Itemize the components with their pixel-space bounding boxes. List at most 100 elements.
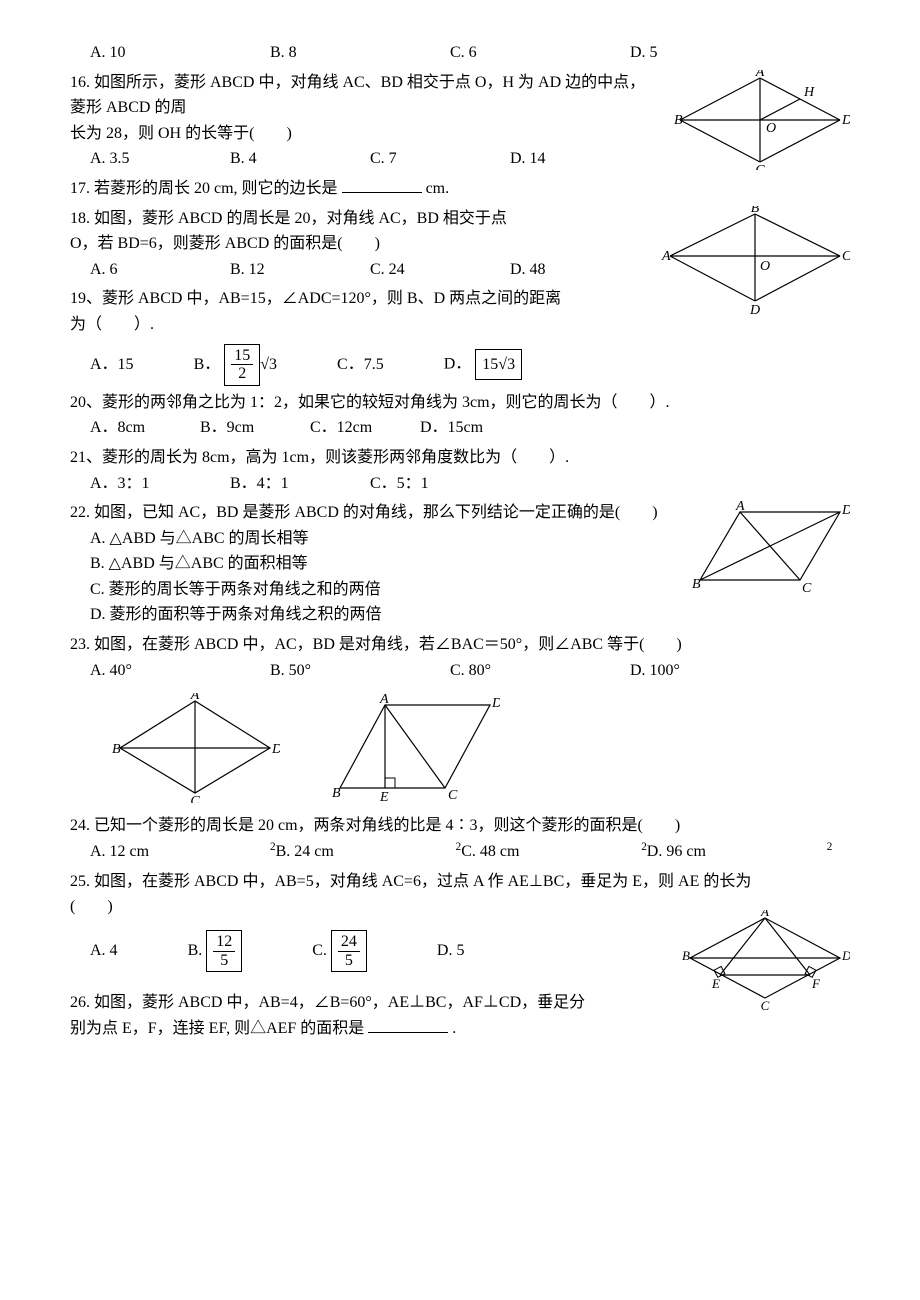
svg-text:D: D	[271, 742, 280, 757]
svg-text:C: C	[755, 163, 765, 170]
option-d: D. 5	[630, 40, 810, 66]
figure-q23-right: A D B E C	[330, 693, 500, 803]
option-a: A. 4	[90, 938, 118, 964]
question-18: B A D C O 18. 如图，菱形 ABCD 的周长是 20，对角线 AC，…	[70, 206, 850, 283]
option-a: A．15	[90, 352, 134, 378]
math-box: 152	[224, 344, 260, 386]
option-b: B. 12	[230, 257, 370, 283]
figure-q16-rhombus: A B C D O H	[670, 70, 850, 170]
svg-text:F: F	[811, 976, 821, 991]
q17-text2: cm.	[426, 180, 450, 197]
opt-d-prefix: D．	[444, 355, 472, 372]
options-row: A. 4 B. 125 C. 245 D. 5	[90, 930, 670, 972]
svg-text:E: E	[711, 976, 720, 991]
option-a: A. 3.5	[90, 146, 230, 172]
svg-text:C: C	[802, 581, 812, 595]
question-21: 21、菱形的周长为 8cm，高为 1cm，则该菱形两邻角度数比为（ ）. A．3…	[70, 445, 850, 496]
frac-den: 2	[231, 365, 253, 383]
svg-text:A: A	[755, 70, 765, 80]
option-b: B． 152 √3	[194, 344, 277, 386]
frac-num: 24	[338, 933, 360, 952]
frac-num: 12	[213, 933, 235, 952]
option-a: A. 40°	[90, 658, 270, 684]
svg-text:B: B	[751, 206, 760, 216]
option-a: A. 12 cm2	[90, 839, 276, 865]
svg-text:C: C	[842, 249, 850, 264]
option-d: D. 96 cm2	[647, 839, 833, 865]
option-c: C. 7	[370, 146, 510, 172]
option-d: D. 48	[510, 257, 650, 283]
svg-text:D: D	[491, 696, 500, 711]
svg-text:A: A	[379, 693, 389, 707]
option-b: B. 24 cm2	[276, 839, 462, 865]
figure-q22-rhombus: A D B C	[690, 500, 850, 595]
question-20: 20、菱形的两邻角之比为 1：2，如果它的较短对角线为 3cm，则它的周长为（ …	[70, 390, 850, 441]
svg-text:E: E	[379, 790, 389, 803]
option-a: A. 10	[90, 40, 270, 66]
option-a: A. 6	[90, 257, 230, 283]
option-b: B．9cm	[200, 415, 310, 441]
math-box: 245	[331, 930, 367, 972]
blank-fill	[368, 1016, 448, 1033]
option-c: C．12cm	[310, 415, 420, 441]
option-b: B. 4	[230, 146, 370, 172]
svg-text:A: A	[661, 249, 671, 264]
math-box: 125	[206, 930, 242, 972]
options-row: A．15 B． 152 √3 C．7.5 D． 15√3	[90, 344, 850, 386]
option-a: A．8cm	[90, 415, 200, 441]
sup: 2	[827, 841, 833, 853]
options-row: A. 40° B. 50° C. 80° D. 100°	[90, 658, 850, 684]
option-c: C. 24	[370, 257, 510, 283]
question-25: 25. 如图，在菱形 ABCD 中，AB=5，对角线 AC=6，过点 A 作 A…	[70, 869, 850, 972]
option-d: D． 15√3	[444, 349, 522, 381]
options-row: A．8cm B．9cm C．12cm D．15cm	[90, 415, 850, 441]
options-row: A. 6 B. 12 C. 24 D. 48	[90, 257, 650, 283]
svg-text:B: B	[692, 577, 701, 592]
q23-text: 23. 如图，在菱形 ABCD 中，AC，BD 是对角线，若∠BAC＝50°，则…	[70, 632, 850, 658]
q17-text1: 17. 若菱形的周长 20 cm, 则它的边长是	[70, 180, 338, 197]
svg-text:A: A	[760, 910, 769, 919]
option-b: B. 8	[270, 40, 450, 66]
q26-line3: .	[452, 1020, 456, 1037]
option-a: A．3：1	[90, 471, 230, 497]
svg-text:D: D	[841, 503, 850, 518]
option-c: C. 6	[450, 40, 630, 66]
option-c: C. 48 cm2	[461, 839, 647, 865]
math-box: 15√3	[475, 349, 522, 381]
svg-text:O: O	[760, 259, 770, 274]
sqrt-text: √3	[260, 355, 277, 372]
q20-text: 20、菱形的两邻角之比为 1：2，如果它的较短对角线为 3cm，则它的周长为（ …	[70, 390, 850, 416]
option-c: C. 245	[312, 930, 367, 972]
option-b: B. 50°	[270, 658, 450, 684]
svg-text:B: B	[682, 948, 690, 963]
options-row: A. 3.5 B. 4 C. 7 D. 14	[90, 146, 660, 172]
svg-text:C: C	[190, 794, 200, 803]
q25-line1: 25. 如图，在菱形 ABCD 中，AB=5，对角线 AC=6，过点 A 作 A…	[70, 869, 850, 895]
opt-text: C. 48 cm	[461, 839, 641, 865]
opt-prefix: C.	[312, 942, 331, 959]
svg-text:O: O	[766, 121, 776, 136]
frac-den: 5	[338, 952, 360, 970]
question-pre-options: A. 10 B. 8 C. 6 D. 5	[70, 40, 850, 66]
question-16: A B C D O H 16. 如图所示，菱形 ABCD 中，对角线 AC、BD…	[70, 70, 850, 172]
question-22: A D B C 22. 如图，已知 AC，BD 是菱形 ABCD 的对角线，那么…	[70, 500, 850, 628]
option-b: B. 125	[188, 930, 243, 972]
option-d: D．15cm	[420, 415, 530, 441]
opt-text: D. 96 cm	[647, 839, 827, 865]
option-c: C．5：1	[370, 471, 510, 497]
options-row: A. 10 B. 8 C. 6 D. 5	[90, 40, 850, 66]
svg-text:B: B	[674, 113, 683, 128]
q19-line2: 为（ ）.	[70, 312, 850, 338]
figure-q23-left: A B C D	[110, 693, 280, 803]
svg-text:D: D	[841, 948, 850, 963]
opt-text: B. 24 cm	[276, 839, 456, 865]
blank-fill	[342, 176, 422, 193]
option-c: C. 80°	[450, 658, 630, 684]
q26-line2-wrap: 别为点 E，F，连接 EF, 则△AEF 的面积是 .	[70, 1016, 850, 1042]
svg-text:D: D	[841, 113, 850, 128]
svg-text:A: A	[735, 500, 745, 514]
options-row: A. 12 cm2 B. 24 cm2 C. 48 cm2 D. 96 cm2	[90, 839, 850, 865]
option-d: D. 14	[510, 146, 650, 172]
q26-line2: 别为点 E，F，连接 EF, 则△AEF 的面积是	[70, 1020, 364, 1037]
opt-text: A. 12 cm	[90, 839, 270, 865]
